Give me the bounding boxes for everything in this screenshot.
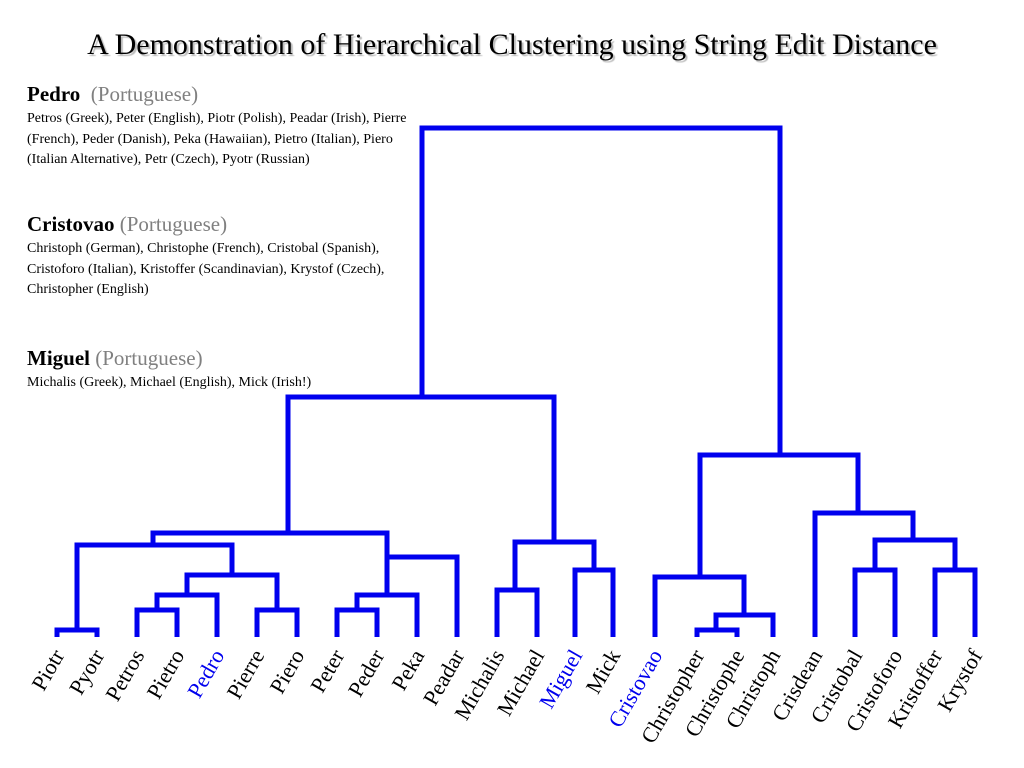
group-language: (Portuguese)	[90, 82, 199, 106]
group-block: Pedro (Portuguese) Petros (Greek), Peter…	[27, 82, 412, 171]
leaf-label: Mick	[580, 645, 625, 698]
group-variants: Christoph (German), Christophe (French),…	[27, 241, 385, 297]
leaf-label: Pierre	[221, 645, 269, 703]
group-block: Cristovao (Portuguese) Christoph (German…	[27, 212, 412, 301]
leaf-label: Peder	[343, 644, 390, 700]
dendrogram-links	[54, 125, 978, 637]
group-name: Pedro	[27, 82, 81, 106]
group-variants: Michalis (Greek), Michael (English), Mic…	[27, 375, 312, 390]
group-variants: Petros (Greek), Peter (English), Piotr (…	[27, 111, 407, 167]
leaf-label: Petros	[100, 645, 149, 705]
leaf-label: Piotr	[26, 644, 69, 694]
group-language: (Portuguese)	[95, 346, 203, 370]
group-name: Cristovao	[27, 212, 115, 236]
leaf-label: Pietro	[141, 645, 189, 703]
group-language: (Portuguese)	[119, 212, 228, 236]
title: A Demonstration of Hierarchical Clusteri…	[87, 28, 937, 61]
leaf-label: Piero	[264, 645, 309, 698]
leaf-label: Pedro	[182, 645, 229, 702]
group-name: Miguel	[27, 346, 90, 370]
group-block: Miguel (Portuguese) Michalis (Greek), Mi…	[27, 346, 412, 394]
